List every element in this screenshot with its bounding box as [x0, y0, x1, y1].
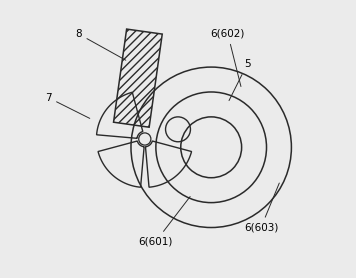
Text: 8: 8: [75, 29, 126, 60]
Text: 7: 7: [45, 93, 90, 118]
Text: 6(602): 6(602): [211, 29, 245, 86]
Text: 6(601): 6(601): [139, 197, 190, 246]
Text: 6(603): 6(603): [244, 183, 279, 232]
Text: 5: 5: [229, 59, 251, 101]
